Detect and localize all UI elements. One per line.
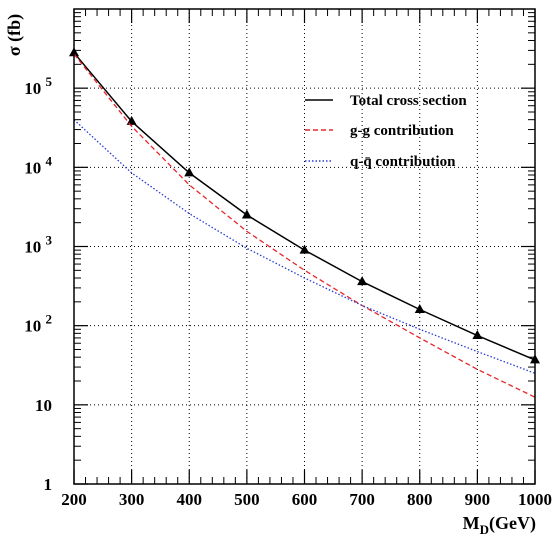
- y-tick-label-base: 10: [24, 79, 45, 98]
- y-tick-label-base: 1: [44, 475, 53, 494]
- y-tick-label: 10 2: [24, 312, 52, 336]
- data-point-marker: [472, 330, 483, 340]
- y-tick-label-base: 10: [24, 238, 45, 257]
- ticks: [73, 9, 536, 485]
- data-point-marker: [414, 304, 425, 314]
- x-tick-label: 400: [177, 490, 203, 509]
- y-axis-title: σ (fb): [4, 14, 25, 56]
- legend: Total cross section g-g contribution q-q̄ …: [305, 93, 467, 170]
- y-tick-label-exponent: 4: [46, 153, 53, 168]
- data-point-marker: [241, 209, 252, 219]
- x-axis-title-unit: (GeV): [489, 513, 536, 534]
- x-tick-label: 300: [119, 490, 145, 509]
- y-tick-label: 1: [44, 475, 53, 494]
- series-layer: [69, 47, 540, 398]
- y-tick-label: 10 5: [24, 74, 52, 98]
- x-tick-label: 200: [61, 490, 87, 509]
- y-tick-label: 10 4: [24, 153, 52, 177]
- y-tick-label-exponent: 2: [46, 312, 53, 327]
- y-tick-label-exponent: 3: [46, 233, 53, 248]
- x-axis-title-main: M: [463, 513, 480, 533]
- x-tick-label: 800: [407, 490, 433, 509]
- y-tick-label: 10: [35, 396, 52, 415]
- y-tick-label-exponent: 5: [46, 74, 53, 89]
- legend-label-3: q-q̄ contribution: [350, 154, 456, 170]
- x-tick-label: 600: [292, 490, 318, 509]
- legend-label-1: Total cross section: [350, 93, 467, 109]
- data-point-marker: [299, 244, 310, 254]
- series-line-3: [73, 119, 536, 374]
- data-point-marker: [357, 276, 368, 286]
- x-tick-label: 900: [465, 490, 491, 509]
- x-tick-label: 1000: [518, 490, 552, 509]
- y-tick-label-base: 10: [24, 317, 45, 336]
- y-tick-label-base: 10: [35, 396, 52, 415]
- x-tick-label: 500: [234, 490, 260, 509]
- y-tick-label: 10 3: [24, 233, 52, 257]
- y-tick-label-base: 10: [24, 158, 45, 177]
- x-axis-title-subscript: D: [480, 522, 489, 537]
- x-axis-title: MD(GeV): [463, 513, 536, 537]
- grid: [74, 9, 535, 484]
- x-tick-label: 700: [349, 490, 375, 509]
- legend-label-2: g-g contribution: [350, 123, 454, 139]
- data-point-marker: [184, 167, 195, 177]
